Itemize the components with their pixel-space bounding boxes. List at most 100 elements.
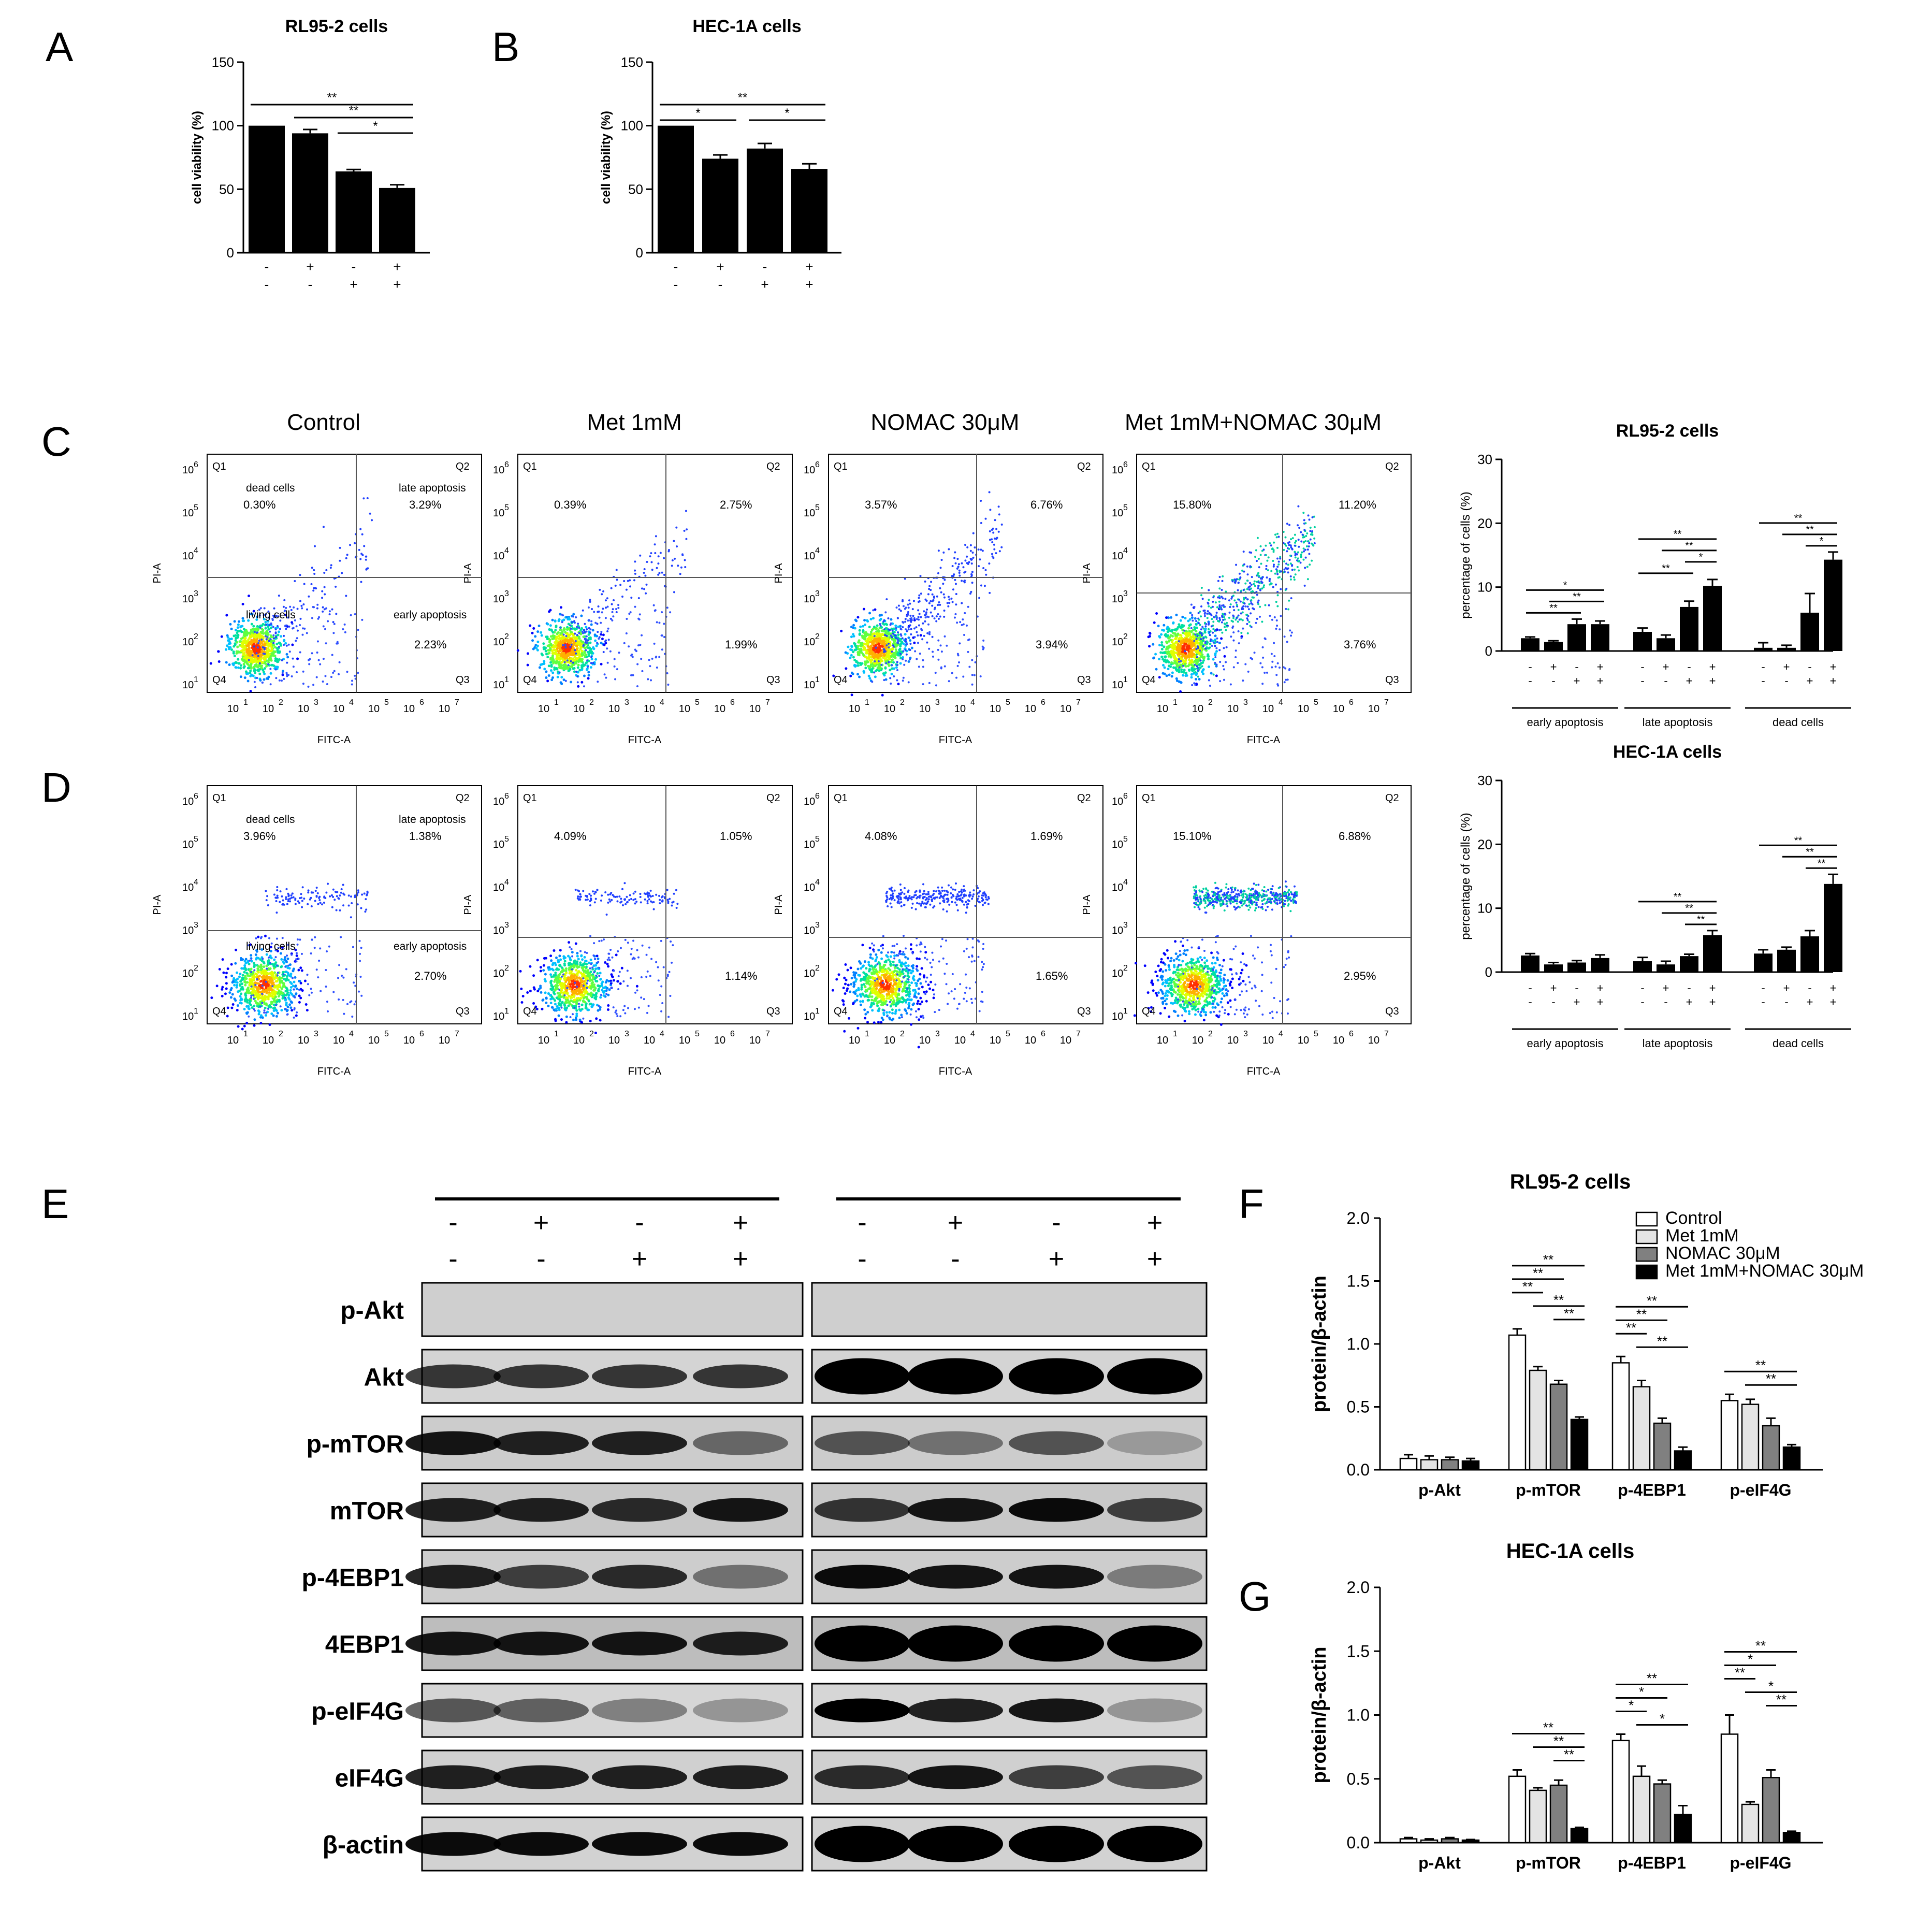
event-dot: [558, 666, 561, 669]
event-dot: [549, 661, 552, 664]
event-dot: [229, 996, 233, 999]
event-dot: [279, 628, 281, 630]
event-dot: [303, 583, 306, 585]
event-dot: [980, 548, 982, 551]
event-dot: [883, 650, 885, 653]
event-dot: [261, 661, 264, 664]
event-dot: [1168, 673, 1171, 676]
event-dot: [274, 628, 277, 631]
event-dot: [967, 639, 969, 641]
event-dot: [1202, 640, 1204, 642]
x-tick-exp: 5: [1314, 698, 1318, 707]
event-dot: [938, 601, 940, 604]
event-dot: [578, 644, 582, 647]
y-tick-label: 10: [493, 679, 504, 691]
event-dot: [1184, 632, 1187, 635]
event-dot: [1233, 609, 1236, 612]
event-dot: [254, 953, 257, 957]
event-dot: [555, 642, 558, 645]
y-tick-label: 10: [1112, 508, 1123, 519]
event-dot: [1188, 633, 1192, 636]
event-dot: [1311, 530, 1314, 532]
event-dot: [873, 625, 876, 628]
event-dot: [222, 971, 225, 974]
event-dot: [617, 606, 620, 609]
event-dot: [299, 966, 302, 970]
event-dot: [270, 622, 272, 625]
event-dot: [943, 665, 946, 668]
event-dot: [954, 583, 957, 585]
event-dot: [322, 658, 325, 660]
event-dot: [1164, 633, 1167, 636]
event-dot: [658, 621, 661, 624]
treatment-sign: -: [265, 259, 269, 274]
event-dot: [262, 960, 265, 963]
event-dot: [544, 649, 547, 653]
q3-percent: 1.99%: [725, 638, 757, 651]
event-dot: [993, 543, 995, 546]
event-dot: [1190, 627, 1193, 629]
event-dot: [225, 661, 228, 664]
event-dot: [1178, 640, 1180, 643]
event-dot: [965, 624, 968, 627]
event-dot: [937, 648, 939, 651]
event-dot: [873, 662, 876, 665]
event-dot: [268, 624, 271, 627]
y-tick-exp: 3: [504, 589, 509, 598]
event-dot: [907, 681, 910, 684]
x-tick-exp: 7: [1076, 698, 1081, 707]
event-dot: [583, 685, 585, 688]
event-dot: [1228, 599, 1230, 602]
x-tick-label: 10: [1333, 703, 1344, 715]
event-dot: [1294, 556, 1297, 559]
event-dot: [246, 679, 250, 683]
event-dot: [951, 601, 954, 603]
y-tick-label: 0: [227, 245, 234, 261]
event-dot: [1165, 640, 1168, 643]
event-dot: [239, 675, 242, 678]
event-dot: [1237, 614, 1240, 617]
event-dot: [578, 654, 581, 657]
event-dot: [330, 564, 332, 567]
event-dot: [1218, 649, 1221, 652]
event-dot: [311, 652, 313, 655]
event-dot: [679, 573, 681, 575]
x-tick-label: 10: [644, 703, 655, 715]
event-dot: [1265, 544, 1267, 547]
y-tick-label: 10: [804, 594, 815, 605]
event-dot: [587, 653, 590, 656]
event-dot: [573, 656, 576, 659]
event-dot: [1288, 547, 1290, 550]
event-dot: [935, 615, 938, 618]
event-dot: [978, 565, 980, 568]
event-dot: [1251, 576, 1253, 578]
event-dot: [240, 992, 243, 995]
event-dot: [1261, 587, 1263, 590]
event-dot: [1244, 597, 1247, 599]
event-dot: [551, 671, 555, 674]
event-dot: [550, 663, 553, 667]
event-dot: [1206, 655, 1209, 658]
event-dot: [954, 613, 957, 615]
event-dot: [900, 634, 903, 637]
event-dot: [246, 631, 249, 634]
event-dot: [543, 668, 546, 671]
event-dot: [259, 658, 263, 661]
event-dot: [545, 676, 548, 679]
event-dot: [292, 657, 294, 660]
event-dot: [362, 497, 365, 500]
event-dot: [669, 611, 672, 614]
event-dot: [1226, 625, 1228, 628]
y-tick-exp: 3: [815, 589, 820, 598]
event-dot: [575, 627, 578, 630]
flow-condition-title: Met 1mM+NOMAC 30μM: [1125, 410, 1382, 435]
event-dot: [625, 588, 628, 591]
event-dot: [1247, 586, 1250, 589]
event-dot: [877, 650, 880, 653]
event-dot: [1288, 599, 1290, 602]
event-dot: [927, 623, 930, 626]
event-dot: [1202, 645, 1204, 647]
event-dot: [282, 605, 285, 608]
event-dot: [872, 646, 875, 649]
